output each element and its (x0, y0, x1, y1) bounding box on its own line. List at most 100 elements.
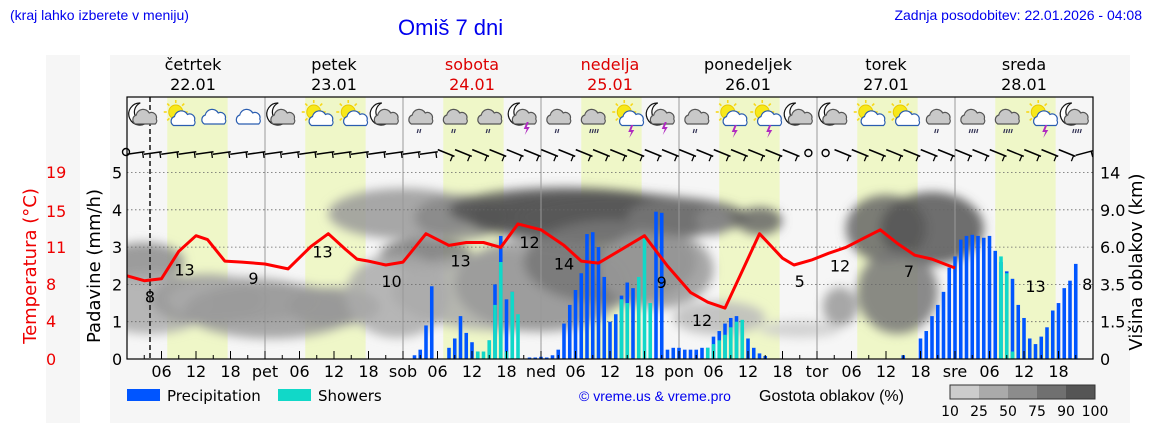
showers-bar (648, 303, 653, 359)
day-name: petek (311, 55, 357, 74)
precipitation-bar (573, 289, 578, 359)
precip-tick: 0 (112, 350, 122, 369)
wind-barb-icon (678, 148, 697, 162)
temperature-label: 9 (248, 269, 258, 288)
precipitation-bar (470, 342, 474, 359)
x-tick-label: 06 (151, 362, 171, 381)
precipitation-bar (464, 332, 469, 359)
cloud-density-swatch (950, 385, 979, 399)
x-tick-label: 18 (634, 362, 654, 381)
cloud-light-rain-icon (442, 108, 468, 134)
precipitation-bar (1010, 278, 1015, 359)
precipitation-bar (964, 235, 969, 359)
precipitation-bar (556, 349, 561, 359)
wind-barb-icon (782, 148, 800, 162)
precipitation-bar (688, 349, 693, 359)
x-tick-label: 06 (979, 362, 999, 381)
wind-barb-icon (126, 151, 145, 159)
location-hint-link[interactable]: (kraj lahko izberete v meniju) (10, 7, 189, 23)
wind-barb-icon (540, 148, 559, 162)
wind-barb-icon (885, 148, 904, 162)
x-tick-label: sre (943, 362, 967, 381)
showers-bar (619, 299, 624, 359)
cloud-density-tick: 90 (1057, 404, 1075, 420)
precipitation-legend-label: Precipitation (167, 387, 261, 405)
showers-bar (740, 319, 745, 359)
precipitation-bar (671, 347, 676, 359)
cloud-light-rain-icon (684, 108, 710, 134)
day-date: 23.01 (311, 75, 357, 94)
wind-barb-icon (920, 148, 938, 162)
night-cloudy-icon (369, 102, 399, 126)
cloud-height-tick: 0 (1100, 350, 1110, 369)
precipitation-bar (694, 349, 699, 359)
precipitation-bar (953, 256, 957, 359)
temperature-label: 5 (795, 272, 805, 291)
wind-barb-icon (143, 151, 162, 159)
temp-tick: 8 (46, 275, 56, 294)
wind-barb-icon (851, 148, 869, 162)
wind-barb-icon (230, 151, 249, 159)
precip-tick: 2 (112, 275, 122, 294)
cloud-height-tick: 3.5 (1100, 275, 1125, 294)
day-date: 26.01 (725, 75, 771, 94)
precipitation-bar (654, 211, 658, 359)
wind-barb-icon (696, 148, 714, 162)
x-tick-label: 06 (289, 362, 309, 381)
cloud-rain-icon (580, 108, 606, 134)
day-name: četrtek (165, 55, 223, 74)
x-tick-label: 12 (876, 362, 896, 381)
day-date: 28.01 (1001, 75, 1047, 94)
sun-cloud-icon (163, 100, 196, 127)
precipitation-bar (941, 291, 946, 359)
x-tick-label: ned (526, 362, 556, 381)
page-title: Omiš 7 dni (398, 15, 504, 40)
temperature-label: 13 (1025, 277, 1045, 296)
precipitation-bar (504, 299, 509, 359)
x-tick-label: 12 (462, 362, 482, 381)
temp-tick: 4 (46, 312, 56, 331)
precip-tick: 5 (112, 164, 122, 183)
wind-barb-icon (281, 151, 300, 159)
wind-barb-icon (178, 151, 197, 159)
x-tick-label: 12 (738, 362, 758, 381)
showers-bar (1004, 273, 1009, 359)
showers-bar (636, 276, 641, 359)
precipitation-bar (700, 347, 704, 359)
showers-bar (705, 347, 710, 359)
wind-barb-icon (868, 148, 887, 162)
showers-bar (481, 351, 486, 359)
x-tick-label: pon (664, 362, 694, 381)
precipitation-bar (608, 321, 612, 359)
precipitation-bar (970, 234, 975, 359)
day-name: torek (865, 55, 907, 74)
wind-barb-icon (212, 151, 231, 159)
sun-cloud-icon (336, 100, 369, 127)
cloud-light-rain-icon (546, 108, 572, 134)
wind-barb-icon (592, 148, 611, 162)
x-tick-label: 06 (841, 362, 861, 381)
precipitation-bar (447, 347, 451, 359)
sun-cloud-icon (853, 100, 886, 127)
temperature-label: 13 (174, 260, 194, 279)
wind-barb-icon (299, 151, 318, 159)
x-tick-label: 18 (910, 362, 930, 381)
precipitation-bar (424, 325, 428, 359)
wind-barb-icon (730, 148, 749, 162)
temperature-label: 13 (312, 243, 332, 262)
precipitation-bar (981, 237, 986, 359)
cloudy-icon (235, 108, 261, 125)
precip-tick: 1 (112, 313, 122, 332)
wind-barb-icon (316, 151, 335, 159)
cloudy-icon (201, 108, 227, 125)
sun-thunder-icon (612, 100, 645, 138)
last-update-text: Zadnja posodobitev: 22.01.2026 - 04:08 (894, 7, 1142, 23)
wind-barb-icon (609, 148, 628, 162)
wind-barb-icon (368, 151, 387, 159)
credit-link[interactable]: © vreme.us & vreme.pro (579, 388, 731, 404)
cloud-density-legend-label: Gostota oblakov (%) (759, 388, 904, 405)
precipitation-bar (757, 353, 762, 359)
